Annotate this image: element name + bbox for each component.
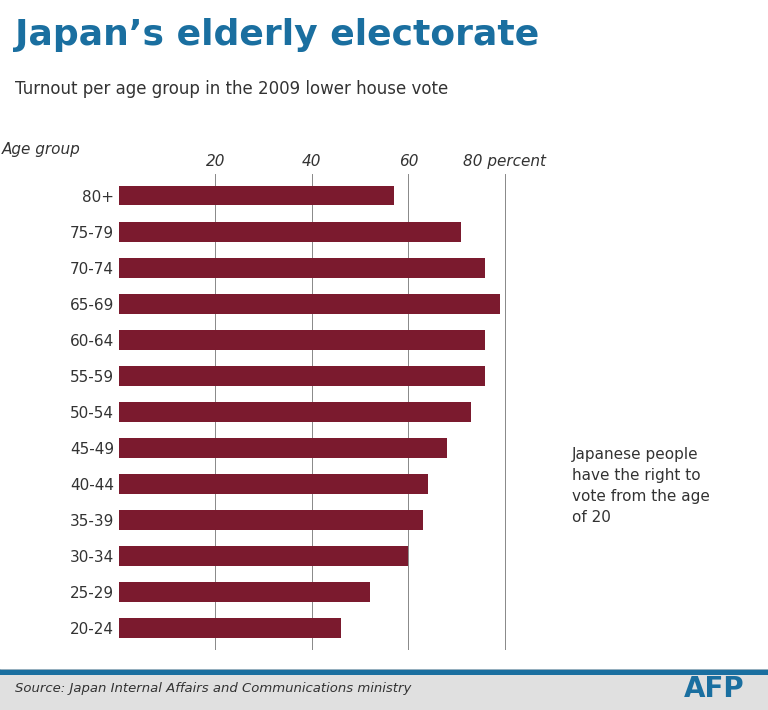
Bar (119, 438, 447, 458)
Bar (119, 402, 471, 422)
Bar (119, 546, 409, 566)
Bar (119, 510, 423, 530)
Bar (119, 582, 369, 602)
Text: Japanese people
have the right to
vote from the age
of 20: Japanese people have the right to vote f… (572, 447, 710, 525)
Text: Japan’s elderly electorate: Japan’s elderly electorate (15, 18, 540, 52)
Text: AFP: AFP (684, 674, 745, 703)
Bar (119, 222, 462, 241)
Text: Age group: Age group (2, 142, 81, 158)
Bar (119, 366, 485, 386)
Text: Turnout per age group in the 2009 lower house vote: Turnout per age group in the 2009 lower … (15, 80, 449, 97)
Bar (119, 618, 341, 638)
Bar (119, 294, 500, 314)
Bar (119, 258, 485, 278)
Bar (119, 474, 428, 493)
Bar (119, 185, 394, 205)
Text: Source: Japan Internal Affairs and Communications ministry: Source: Japan Internal Affairs and Commu… (15, 682, 412, 695)
Bar (119, 330, 485, 349)
